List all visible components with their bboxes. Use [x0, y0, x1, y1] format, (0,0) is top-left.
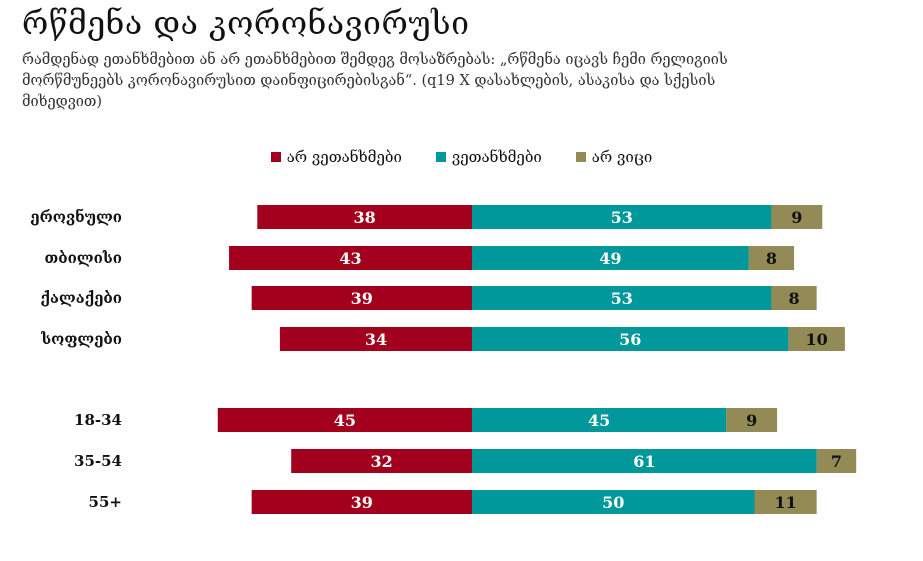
- legend-item-agree: ვეთანხმები: [435, 148, 542, 166]
- legend-item-dont-know: არ ვიცი: [575, 148, 653, 166]
- data-label-dont-know-row-6: 11: [774, 493, 796, 512]
- legend-swatch-dont-know: [575, 152, 586, 162]
- bar-agree-row-6: [472, 490, 755, 514]
- legend-label-dont-know: არ ვიცი: [591, 148, 653, 166]
- data-label-agree-row-4: 45: [588, 411, 610, 430]
- data-label-disagree-row-6: 39: [351, 493, 373, 512]
- data-label-agree-row-3: 56: [619, 330, 641, 349]
- bar-disagree-row-3: [279, 327, 472, 351]
- data-label-dont-know-row-1: 8: [766, 249, 777, 268]
- data-label-agree-row-5: 61: [633, 452, 655, 471]
- bar-dont-know-row-5: [816, 449, 857, 473]
- data-label-dont-know-row-0: 9: [791, 208, 802, 227]
- category-label-row-4: 18-34: [74, 411, 122, 429]
- legend: არ ვეთანხმები ვეთანხმები არ ვიცი: [0, 148, 923, 166]
- data-label-dont-know-row-5: 7: [831, 452, 842, 471]
- legend-item-disagree: არ ვეთანხმები: [270, 148, 402, 166]
- data-label-disagree-row-5: 32: [370, 452, 392, 471]
- bar-dont-know-row-4: [726, 408, 778, 432]
- category-label-row-2: ქალაქები: [40, 289, 122, 307]
- bar-agree-row-4: [472, 408, 727, 432]
- bar-agree-row-5: [472, 449, 817, 473]
- bar-disagree-row-4: [217, 408, 472, 432]
- data-label-disagree-row-2: 39: [351, 289, 373, 308]
- data-label-agree-row-0: 53: [611, 208, 633, 227]
- bar-disagree-row-0: [257, 205, 472, 229]
- legend-label-agree: ვეთანხმები: [451, 148, 542, 166]
- legend-label-disagree: არ ვეთანხმები: [286, 148, 402, 166]
- bar-agree-row-1: [472, 246, 749, 270]
- chart-title: რწმენა და კორონავირუსი: [22, 4, 470, 42]
- category-label-row-3: სოფლები: [40, 330, 122, 348]
- bar-dont-know-row-3: [788, 327, 845, 351]
- bar-dont-know-row-0: [771, 205, 823, 229]
- bar-dont-know-row-1: [748, 246, 795, 270]
- data-label-disagree-row-4: 45: [334, 411, 356, 430]
- data-label-agree-row-6: 50: [602, 493, 624, 512]
- data-label-dont-know-row-4: 9: [746, 411, 757, 430]
- bar-dont-know-row-6: [754, 490, 817, 514]
- data-label-disagree-row-3: 34: [365, 330, 387, 349]
- bar-disagree-row-1: [229, 246, 472, 270]
- data-label-agree-row-2: 53: [611, 289, 633, 308]
- category-label-row-1: თბილისი: [45, 249, 122, 267]
- data-label-dont-know-row-3: 10: [806, 330, 828, 349]
- data-label-disagree-row-0: 38: [354, 208, 376, 227]
- category-label-row-0: ეროვნული: [30, 208, 122, 226]
- chart-subtitle: რამდენად ეთანხმებით ან არ ეთანხმებით შემ…: [22, 52, 728, 110]
- bar-agree-row-2: [472, 286, 772, 310]
- bar-disagree-row-6: [251, 490, 472, 514]
- bar-agree-row-0: [472, 205, 772, 229]
- data-label-dont-know-row-2: 8: [788, 289, 799, 308]
- data-label-agree-row-1: 49: [599, 249, 621, 268]
- bar-dont-know-row-2: [771, 286, 817, 310]
- bar-disagree-row-2: [251, 286, 472, 310]
- category-label-row-6: 55+: [89, 493, 122, 511]
- bar-disagree-row-5: [291, 449, 472, 473]
- legend-swatch-disagree: [270, 152, 281, 162]
- legend-swatch-agree: [435, 152, 446, 162]
- data-label-disagree-row-1: 43: [339, 249, 361, 268]
- bar-agree-row-3: [472, 327, 789, 351]
- category-label-row-5: 35-54: [74, 452, 122, 470]
